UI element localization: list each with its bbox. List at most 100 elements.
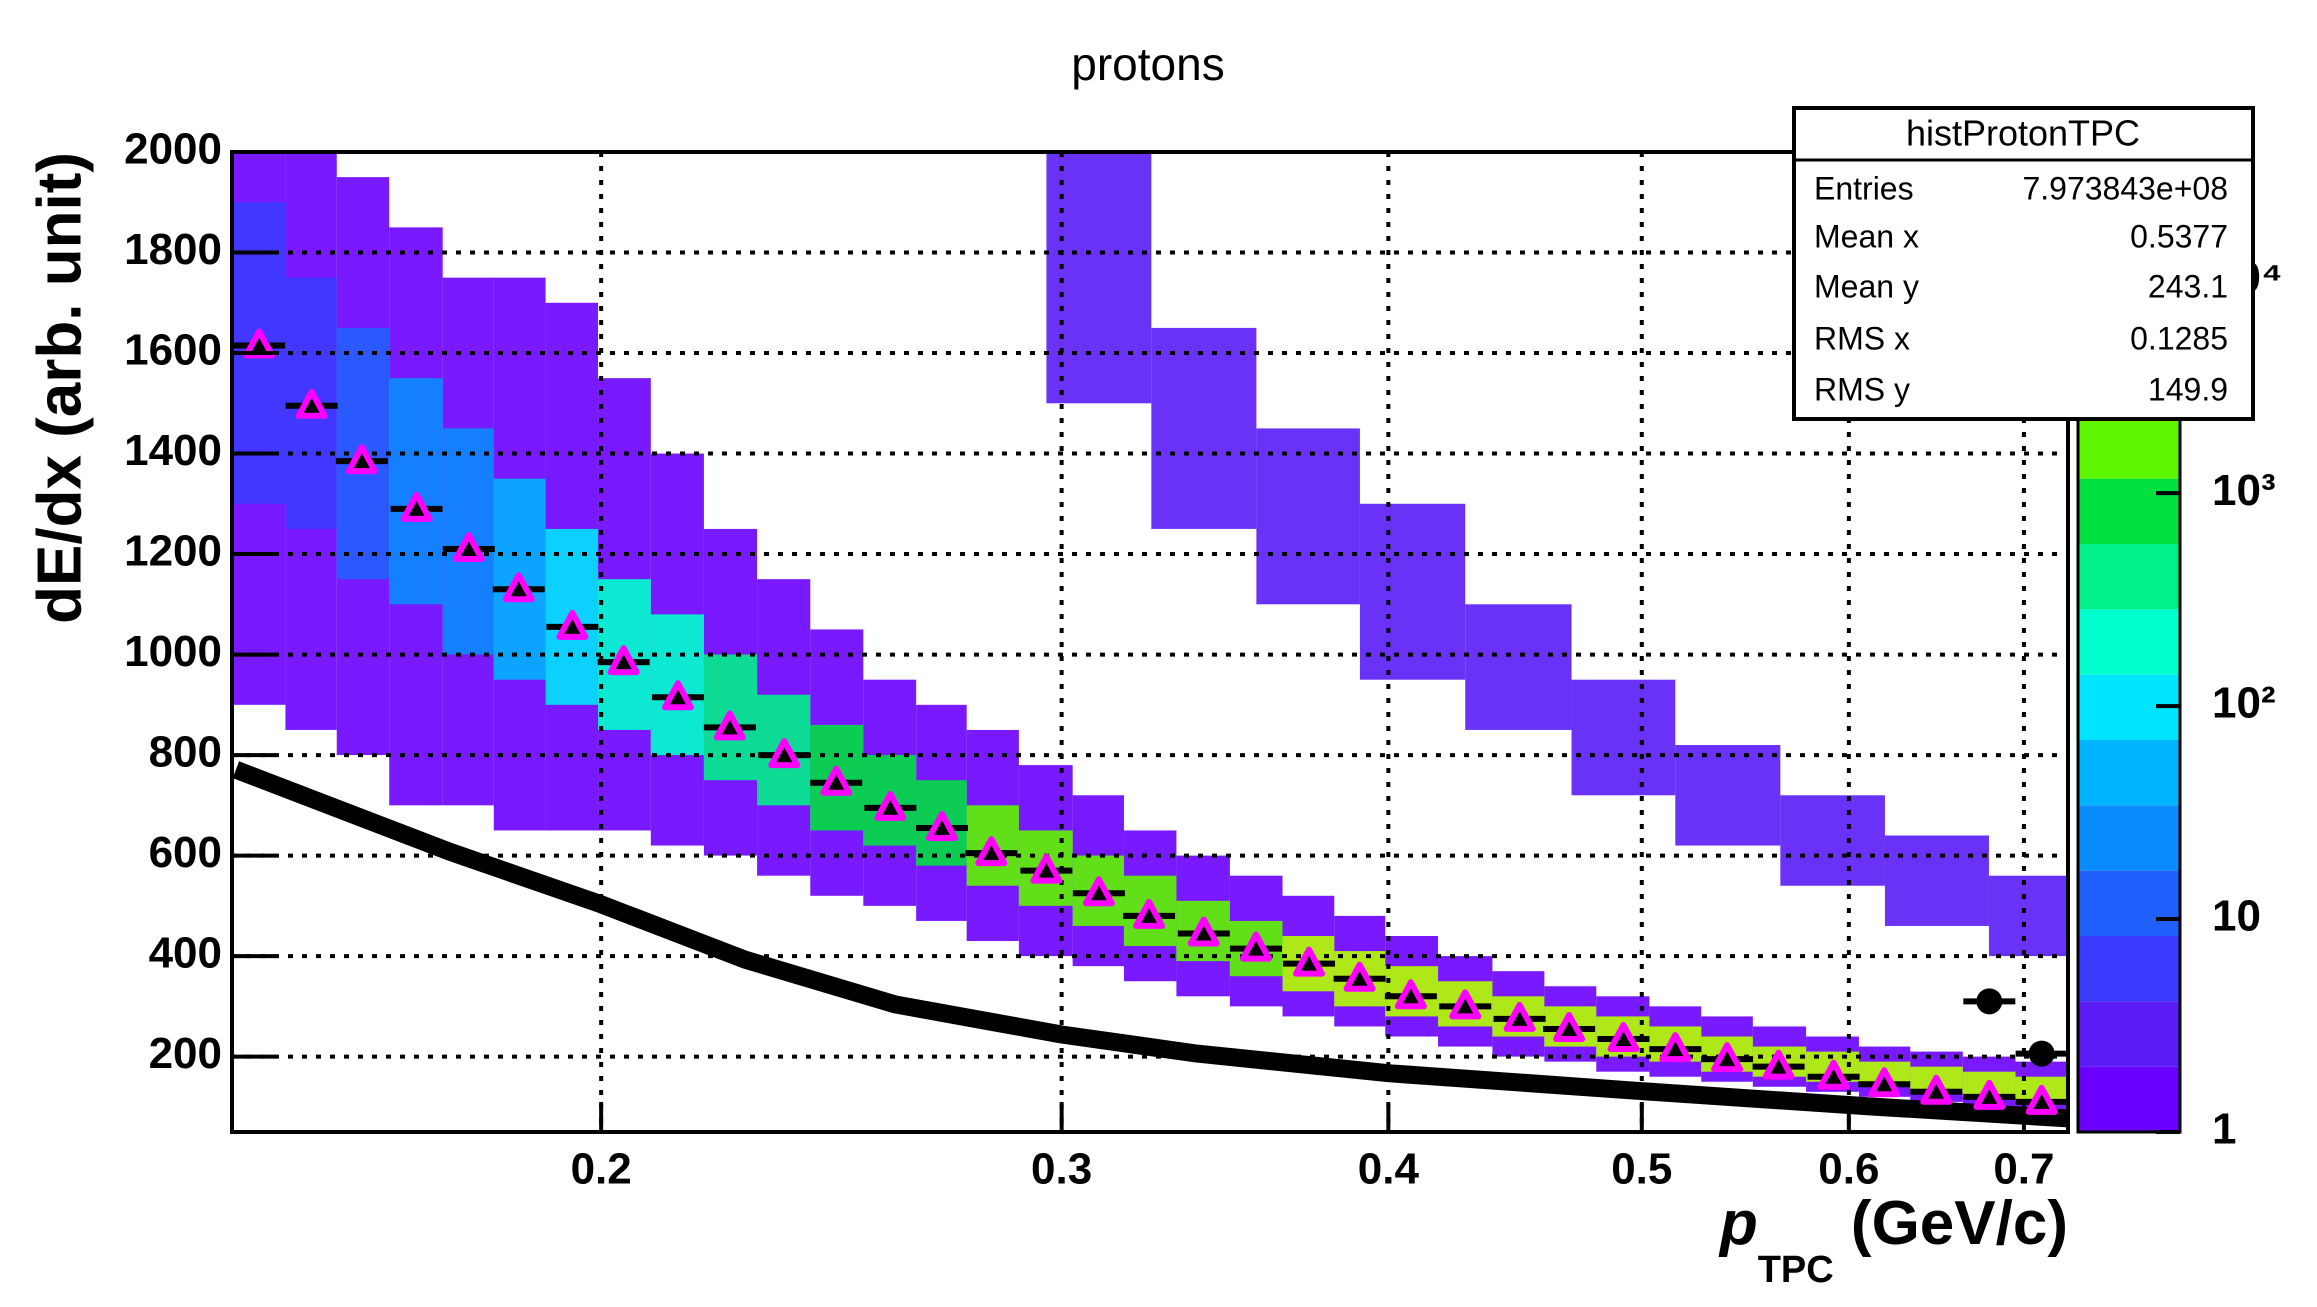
marker <box>1762 1049 1795 1080</box>
heatmap <box>232 152 2068 1110</box>
marker <box>607 645 640 676</box>
stats-label: RMS y <box>1814 371 1910 407</box>
marker <box>925 810 958 841</box>
marker <box>556 609 589 640</box>
stats-label: Mean y <box>1814 268 1919 304</box>
stats-box: histProtonTPC Entries 7.973843e+08 Mean x 0… <box>1792 106 2255 421</box>
stats-label: RMS x <box>1814 320 1910 356</box>
z-tick-label: 10 <box>2212 892 2261 941</box>
marker <box>345 444 378 475</box>
x-tick-label: 0.6 <box>1818 1145 1879 1194</box>
stats-value: 0.5377 <box>2130 218 2228 254</box>
marker <box>713 710 746 741</box>
marker <box>1394 979 1427 1010</box>
histogram-cell <box>1675 745 1781 846</box>
point <box>2028 1040 2055 1067</box>
curve <box>232 761 2068 1128</box>
colorbar-step <box>2078 413 2180 479</box>
x-axis-title-unit: (GeV/c) <box>1834 1189 2068 1258</box>
histogram-cell <box>1256 428 1360 605</box>
marker <box>295 388 328 419</box>
x-axis-title-sub: TPC <box>1758 1249 1834 1291</box>
marker <box>1240 931 1273 962</box>
y-tick-label: 1400 <box>124 426 222 475</box>
marker <box>1082 876 1115 907</box>
marker <box>1292 946 1325 977</box>
y-tick-label: 1800 <box>124 225 222 274</box>
stats-label: Entries <box>1814 170 1914 206</box>
stats-value: 0.1285 <box>2130 320 2228 356</box>
marker <box>400 491 433 522</box>
y-tick-label: 1000 <box>124 627 222 676</box>
histogram-cell <box>1884 835 1989 926</box>
marker <box>1449 989 1482 1020</box>
marker <box>1868 1067 1901 1098</box>
marker <box>1030 853 1063 884</box>
marker <box>1607 1022 1640 1053</box>
stats-label: Mean x <box>1814 218 1919 254</box>
marker <box>1920 1074 1953 1105</box>
point <box>1976 988 2003 1015</box>
stats-title: histProtonTPC <box>1906 113 2140 154</box>
z-tick-label: 1 <box>2212 1105 2236 1154</box>
x-axis-title: pTPC (GeV/c) <box>1718 1189 2068 1291</box>
histogram-cell <box>1988 875 2068 957</box>
marker <box>1187 916 1220 947</box>
marker <box>452 532 485 563</box>
z-tick-label: 10² <box>2212 679 2276 728</box>
marker <box>502 572 535 603</box>
marker <box>1553 1011 1586 1042</box>
marker <box>768 738 801 769</box>
z-tick-label: 10³ <box>2212 466 2276 515</box>
histogram-cell <box>1359 503 1466 680</box>
marker <box>661 680 694 711</box>
histogram-cell <box>1571 679 1676 796</box>
colorbar-step <box>2078 936 2180 1002</box>
colorbar-step <box>2078 1001 2180 1067</box>
marker <box>975 836 1008 867</box>
marker <box>1817 1059 1850 1090</box>
marker <box>1503 1001 1536 1032</box>
marker <box>1343 961 1376 992</box>
y-tick-label: 1200 <box>124 527 222 576</box>
marker <box>820 765 853 796</box>
x-tick-label: 0.4 <box>1358 1145 1420 1194</box>
y-tick-label: 800 <box>149 728 222 777</box>
marker <box>1973 1079 2006 1110</box>
histogram-cell <box>1465 604 1572 730</box>
marker <box>1711 1042 1744 1073</box>
colorbar-step <box>2078 740 2180 806</box>
y-tick-label: 600 <box>149 828 222 877</box>
stats-value: 149.9 <box>2148 371 2228 407</box>
colorbar-step <box>2078 544 2180 610</box>
x-tick-label: 0.5 <box>1611 1145 1672 1194</box>
y-tick-label: 200 <box>149 1029 222 1078</box>
plot-frame <box>230 150 2070 1134</box>
chart-title: protons <box>1071 38 1224 90</box>
y-axis-title: dE/dx (arb. unit) <box>25 152 94 624</box>
histogram-cell <box>1780 795 1885 886</box>
marker <box>2025 1084 2058 1115</box>
colorbar-step <box>2078 1066 2180 1132</box>
colorbar-step <box>2078 478 2180 544</box>
x-axis-title-main: p <box>1718 1189 1758 1258</box>
data-layer <box>232 328 2068 1128</box>
stats-value: 7.973843e+08 <box>2022 170 2228 206</box>
marker <box>874 790 907 821</box>
colorbar-step <box>2078 805 2180 871</box>
colorbar-step <box>2078 870 2180 936</box>
x-tick-label: 0.7 <box>1993 1145 2054 1194</box>
y-tick-label: 2000 <box>124 125 222 174</box>
x-tick-label: 0.3 <box>1031 1145 1092 1194</box>
histogram-cell <box>389 378 443 605</box>
y-tick-label: 1600 <box>124 326 222 375</box>
x-tick-label: 0.2 <box>571 1145 632 1194</box>
marker <box>1133 898 1166 929</box>
stats-value: 243.1 <box>2148 268 2228 304</box>
colorbar-step <box>2078 609 2180 675</box>
histogram-cell <box>1151 327 1257 529</box>
axes: 0.2 0.3 0.4 0.5 0.6 0.7 200 400 600 800 1000 1200 14… <box>124 125 2054 1194</box>
marker <box>1659 1032 1692 1063</box>
histogram-cell <box>1046 152 1152 404</box>
